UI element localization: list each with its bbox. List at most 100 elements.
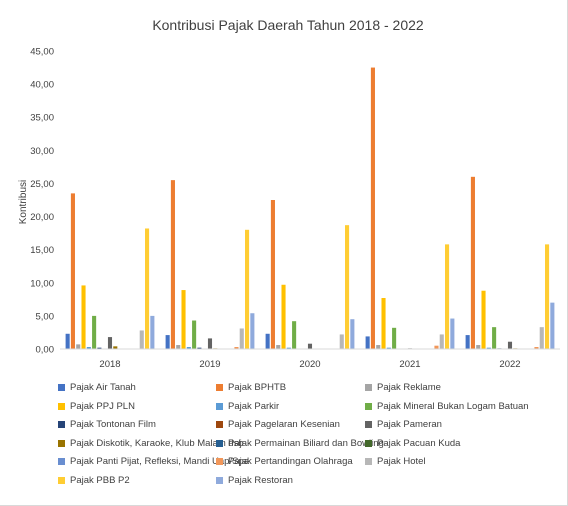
legend-swatch <box>216 458 223 465</box>
legend-swatch <box>58 421 65 428</box>
legend-item: Pajak Pagelaran Kesenian <box>216 419 340 430</box>
bar <box>145 228 150 349</box>
legend-item: Pajak Reklame <box>365 382 441 393</box>
legend-swatch <box>58 384 65 391</box>
y-tick-label: 35,00 <box>30 113 54 124</box>
bar <box>286 347 291 349</box>
y-tick-label: 15,00 <box>30 245 54 256</box>
bar <box>292 321 297 349</box>
y-tick-label: 30,00 <box>30 146 54 157</box>
bar-chart: Kontribusi Pajak Daerah Tahun 2018 - 202… <box>18 17 560 370</box>
y-tick-label: 10,00 <box>30 278 54 289</box>
bar <box>492 327 497 349</box>
legend-swatch <box>365 402 372 410</box>
bar <box>250 313 255 349</box>
y-axis-ticks: 0,00 5,00 10,00 15,00 20,00 25,00 30,00 35,00 40… <box>30 47 54 356</box>
bar <box>76 344 81 349</box>
bar <box>470 176 475 349</box>
chart-title: Kontribusi Pajak Daerah Tahun 2018 - 202… <box>152 17 424 33</box>
bar <box>339 334 344 349</box>
bar <box>197 347 202 349</box>
bar <box>81 285 86 349</box>
legend-label: Pajak Air Tanah <box>70 382 136 393</box>
bar <box>65 333 70 349</box>
legend-swatch <box>216 402 223 410</box>
legend-label: Pajak Pertandingan Olahraga <box>228 456 353 467</box>
bar <box>276 345 281 349</box>
y-axis-label: Kontribusi <box>18 180 29 224</box>
bar <box>113 346 118 349</box>
legend-label: Pajak Reklame <box>377 382 441 393</box>
bar <box>365 336 370 349</box>
bar <box>165 335 170 349</box>
bar <box>245 229 250 349</box>
bar <box>392 327 397 349</box>
y-tick-label: 20,00 <box>30 212 54 223</box>
bar <box>70 193 75 349</box>
bar <box>239 328 244 349</box>
bar <box>534 347 539 349</box>
legend-item: Pajak Pacuan Kuda <box>365 438 460 449</box>
bar <box>181 290 186 349</box>
bar <box>186 347 191 349</box>
bar <box>345 225 350 349</box>
legend-swatch <box>365 384 372 391</box>
legend-swatch <box>365 458 372 465</box>
bar <box>465 335 470 349</box>
x-tick-label: 2018 <box>99 359 120 370</box>
legend-label: Pajak Tontonan Film <box>70 419 156 430</box>
legend-item: Pajak Pertandingan Olahraga <box>216 456 353 467</box>
bar <box>550 302 555 349</box>
bar <box>434 345 439 349</box>
legend-item: Pajak PBB P2 <box>58 475 130 486</box>
legend-item: Pajak Diskotik, Karaoke, Klub Malam dsb <box>58 438 244 449</box>
bar <box>97 347 102 349</box>
legend-label: Pajak PBB P2 <box>70 474 130 486</box>
legend-swatch <box>58 439 65 447</box>
legend-label: Pajak Restoran <box>228 474 293 486</box>
bar <box>192 320 197 349</box>
bar <box>476 345 481 349</box>
bar <box>281 284 286 349</box>
bar <box>86 347 91 349</box>
y-tick-label: 5,00 <box>36 311 55 322</box>
legend-swatch <box>216 421 223 428</box>
y-tick-label: 25,00 <box>30 179 54 190</box>
legend-item: Pajak Mineral Bukan Logam Batuan <box>365 401 529 412</box>
legend-label: Pajak Pameran <box>377 419 442 430</box>
legend-swatch <box>216 439 223 447</box>
x-axis-ticks: 2018 2019 2020 2021 2022 <box>99 359 520 370</box>
bar <box>445 244 450 349</box>
legend-item: Pajak Permainan Biliard dan Bowling <box>216 438 384 449</box>
bar <box>139 330 144 349</box>
legend-item: Pajak BPHTB <box>216 382 286 393</box>
legend-swatch <box>365 439 372 447</box>
bar <box>539 327 544 349</box>
legend-item: Pajak Air Tanah <box>58 382 136 393</box>
bar <box>170 180 175 349</box>
bar <box>439 334 444 349</box>
bar <box>207 338 213 349</box>
legend-item: Pajak Hotel <box>365 456 426 467</box>
y-tick-label: 0,00 <box>36 345 55 356</box>
x-tick-label: 2022 <box>499 359 520 370</box>
legend-item: Pajak Restoran <box>216 475 293 486</box>
bar <box>265 333 270 349</box>
bar <box>381 298 386 349</box>
x-tick-label: 2021 <box>399 359 420 370</box>
bar <box>481 290 486 349</box>
bar <box>107 337 113 349</box>
bar <box>350 319 355 349</box>
legend-swatch <box>58 476 65 484</box>
bar <box>545 244 550 349</box>
legend-label: Pajak Panti Pijat, Refleksi, Mandi Uap/S… <box>70 456 250 467</box>
legend-swatch <box>365 421 372 428</box>
legend-swatch <box>58 458 65 465</box>
legend-item: Pajak Parkir <box>216 401 279 412</box>
bar <box>486 347 491 349</box>
legend-swatch <box>216 476 223 484</box>
legend-item: Pajak Panti Pijat, Refleksi, Mandi Uap/S… <box>58 456 249 467</box>
bar <box>450 318 455 349</box>
legend-label: Pajak PPJ PLN <box>70 400 135 412</box>
